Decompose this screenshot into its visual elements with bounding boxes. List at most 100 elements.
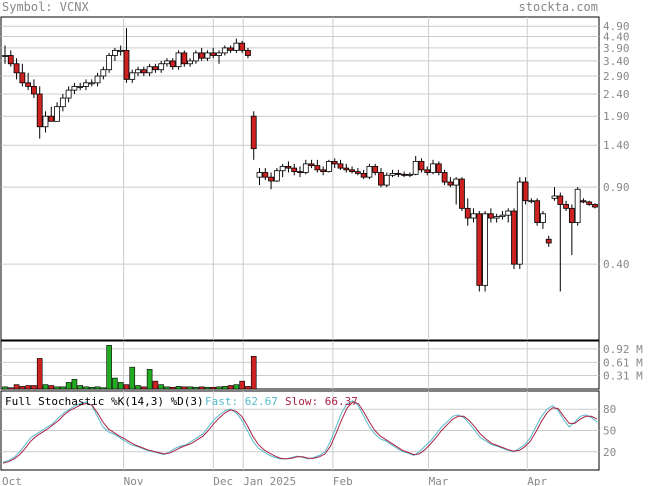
candle-body [140,69,147,74]
volume-bar [222,386,228,390]
volume-bar [198,386,205,390]
candle-body [117,49,124,52]
candle-body [210,52,217,56]
volume-bar [19,386,26,390]
candle-body [164,60,170,65]
volume-bar [210,386,217,390]
x-tick-label: Oct [2,475,22,486]
stochastic-tick-label: 20 [603,446,616,459]
candle-body [522,181,529,202]
volume-bar [129,366,136,390]
candle-body [349,169,355,173]
candle-body [441,172,448,183]
candle-body [13,63,20,74]
volume-bar [71,379,78,390]
volume-bar [65,382,72,390]
volume-panel-frame [0,340,600,390]
volume-bar [158,384,164,390]
volume-bar [13,384,20,390]
price-tick-label: 1.40 [603,139,630,152]
volume-bar [204,386,211,390]
candle-body [297,171,303,174]
candle-body [383,174,390,186]
candle-body [245,49,251,56]
candle-body [83,82,89,87]
candle-body [198,52,205,59]
candle-body [557,195,564,205]
candle-body [129,72,136,80]
candle-body [279,165,286,172]
candle-body [250,115,257,150]
volume-bar [54,386,60,390]
candle-body [453,178,460,186]
candle-body [302,163,309,173]
candle-body [314,165,321,171]
candle-body [580,200,587,203]
candle-body [146,66,153,74]
volume-bar [181,386,188,390]
candle-body [487,213,494,219]
price-panel-frame [0,16,600,341]
candle-body [372,165,379,173]
candle-body [545,238,552,244]
candle-body [435,163,442,173]
volume-bar [123,384,130,390]
candle-body [262,172,269,178]
candle-body [592,204,598,208]
candle-body [551,195,558,199]
candle-body [88,82,95,85]
axis-labels: Oct Nov Dec Jan 2025 Feb Mar Apr 4.904.403.903.… [2,20,643,486]
candle-body [505,210,512,216]
candle-body [192,52,199,62]
candle-body [94,75,101,84]
candle-body [378,172,384,186]
x-tick-label: Mar [429,475,449,486]
candle-body [221,47,228,54]
volume-bar [88,386,95,390]
candle-body [331,161,338,165]
fast-label: Fast: 62.67 [205,395,278,408]
price-tick-label: 2.90 [603,70,630,83]
candle-body [181,52,188,65]
volume-bar [141,386,147,390]
candle-body [574,188,581,223]
candle-body [430,163,436,173]
site-label: stockta.com [519,0,598,14]
candle-body [65,89,72,99]
candle-body [135,69,141,74]
candle-body [563,204,569,209]
price-tick-label: 4.40 [603,30,630,43]
candle-body [534,200,541,223]
candle-body [540,213,546,223]
candle-body [239,42,246,51]
candlesticks [2,28,598,292]
candle-body [48,115,55,122]
volume-bar [42,384,49,390]
candle-body [360,173,367,178]
candle-body [227,47,234,51]
volume-bar [100,387,107,390]
candle-body [401,173,408,176]
price-tick-label: 0.90 [603,181,630,194]
candle-body [476,213,483,286]
candle-body [366,165,373,178]
volume-tick-label: 0.31 M [603,369,643,382]
volume-bar [233,384,240,390]
candle-body [586,201,593,205]
price-tick-label: 4.90 [603,20,630,33]
candle-body [175,52,182,68]
candle-body [204,52,211,59]
candle-body [216,52,222,56]
volume-bar [152,380,159,390]
candle-body [389,173,396,176]
stochastic-tick-label: 80 [603,403,616,416]
candle-body [36,93,43,128]
candle-body [447,181,454,186]
stochastic-tick-label: 50 [603,425,616,438]
volume-bar [239,380,245,390]
volume-bar [146,369,153,390]
candle-body [169,60,176,68]
candle-body [273,170,280,182]
slow-label: Slow: 66.37 [285,395,358,408]
